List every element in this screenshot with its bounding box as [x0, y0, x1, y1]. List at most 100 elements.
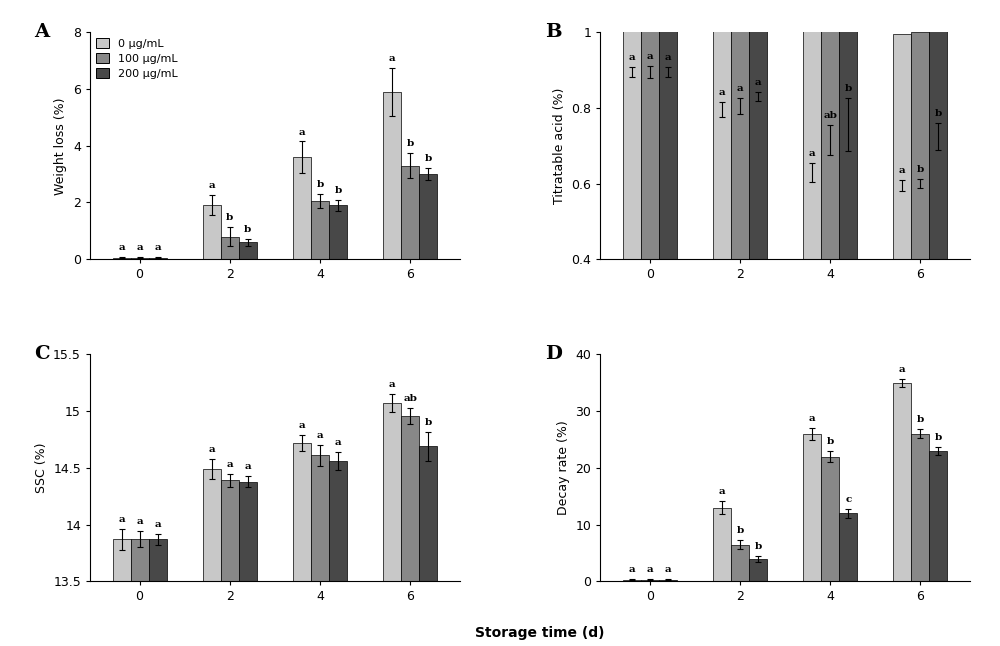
Text: a: a	[665, 565, 671, 574]
Bar	[839, 0, 857, 259]
Bar	[659, 579, 677, 581]
Text: a: a	[245, 462, 251, 471]
Text: a: a	[737, 85, 743, 94]
Text: a: a	[899, 365, 906, 374]
Text: a: a	[317, 432, 323, 441]
Text: a: a	[154, 244, 161, 252]
Text: b: b	[425, 154, 432, 163]
Bar	[113, 539, 131, 646]
Text: a: a	[719, 487, 725, 496]
Text: a: a	[809, 414, 815, 423]
Bar	[749, 0, 767, 259]
Bar	[419, 446, 437, 646]
Text: a: a	[208, 182, 215, 191]
Bar	[239, 242, 257, 259]
Bar	[641, 0, 659, 259]
Text: b: b	[917, 165, 924, 174]
Bar	[293, 157, 311, 259]
Text: a: a	[226, 460, 233, 468]
Bar	[383, 403, 401, 646]
Bar	[713, 508, 731, 581]
Bar	[803, 434, 821, 581]
Bar	[911, 32, 929, 259]
Text: a: a	[647, 52, 653, 61]
Bar	[149, 258, 167, 259]
Bar	[293, 443, 311, 646]
Bar	[401, 165, 419, 259]
Bar	[731, 0, 749, 259]
Text: b: b	[736, 526, 744, 535]
Bar	[239, 481, 257, 646]
Bar	[419, 174, 437, 259]
Bar	[893, 34, 911, 259]
Bar	[659, 0, 677, 259]
Text: a: a	[299, 127, 305, 136]
Text: ab: ab	[403, 394, 417, 403]
Text: b: b	[935, 433, 942, 442]
Text: b: b	[935, 109, 942, 118]
Bar	[221, 236, 239, 259]
Text: a: a	[389, 54, 395, 63]
Text: a: a	[136, 517, 143, 526]
Bar	[641, 579, 659, 581]
Text: C: C	[35, 346, 50, 364]
Bar	[623, 0, 641, 259]
Bar	[623, 579, 641, 581]
Bar	[731, 545, 749, 581]
Bar	[839, 514, 857, 581]
Bar	[821, 0, 839, 259]
Text: a: a	[629, 54, 635, 63]
Bar	[821, 457, 839, 581]
Text: a: a	[719, 89, 725, 98]
Bar	[113, 258, 131, 259]
Bar	[203, 205, 221, 259]
Text: b: b	[334, 185, 342, 194]
Bar	[929, 451, 947, 581]
Text: a: a	[335, 438, 341, 447]
Text: a: a	[389, 380, 395, 389]
Bar	[803, 21, 821, 259]
Bar	[311, 455, 329, 646]
Text: A: A	[35, 23, 50, 41]
Text: b: b	[407, 139, 414, 148]
Text: a: a	[809, 149, 815, 158]
Text: a: a	[154, 520, 161, 529]
Text: b: b	[425, 418, 432, 426]
Bar	[329, 205, 347, 259]
Bar	[221, 481, 239, 646]
Bar	[911, 434, 929, 581]
Bar	[713, 0, 731, 259]
Text: a: a	[118, 516, 125, 524]
Text: b: b	[917, 415, 924, 424]
Text: b: b	[754, 542, 762, 551]
Text: Storage time (d): Storage time (d)	[475, 625, 605, 640]
Text: b: b	[845, 85, 852, 94]
Text: a: a	[665, 54, 671, 63]
Bar	[149, 539, 167, 646]
Text: B: B	[545, 23, 561, 41]
Bar	[401, 416, 419, 646]
Bar	[749, 559, 767, 581]
Bar	[131, 539, 149, 646]
Bar	[311, 201, 329, 259]
Bar	[131, 258, 149, 259]
Y-axis label: Titratable acid (%): Titratable acid (%)	[553, 88, 566, 204]
Legend: 0 μg/mL, 100 μg/mL, 200 μg/mL: 0 μg/mL, 100 μg/mL, 200 μg/mL	[96, 38, 178, 79]
Text: a: a	[647, 565, 653, 574]
Text: b: b	[827, 437, 834, 446]
Bar	[329, 461, 347, 646]
Text: a: a	[629, 565, 635, 574]
Bar	[383, 92, 401, 259]
Text: a: a	[136, 244, 143, 252]
Text: a: a	[118, 244, 125, 252]
Text: a: a	[208, 445, 215, 454]
Y-axis label: SSC (%): SSC (%)	[35, 443, 48, 493]
Bar	[893, 383, 911, 581]
Bar	[929, 0, 947, 259]
Text: b: b	[244, 225, 251, 234]
Text: b: b	[316, 180, 324, 189]
Text: ab: ab	[823, 111, 837, 120]
Text: a: a	[299, 421, 305, 430]
Bar	[203, 469, 221, 646]
Text: a: a	[899, 166, 906, 175]
